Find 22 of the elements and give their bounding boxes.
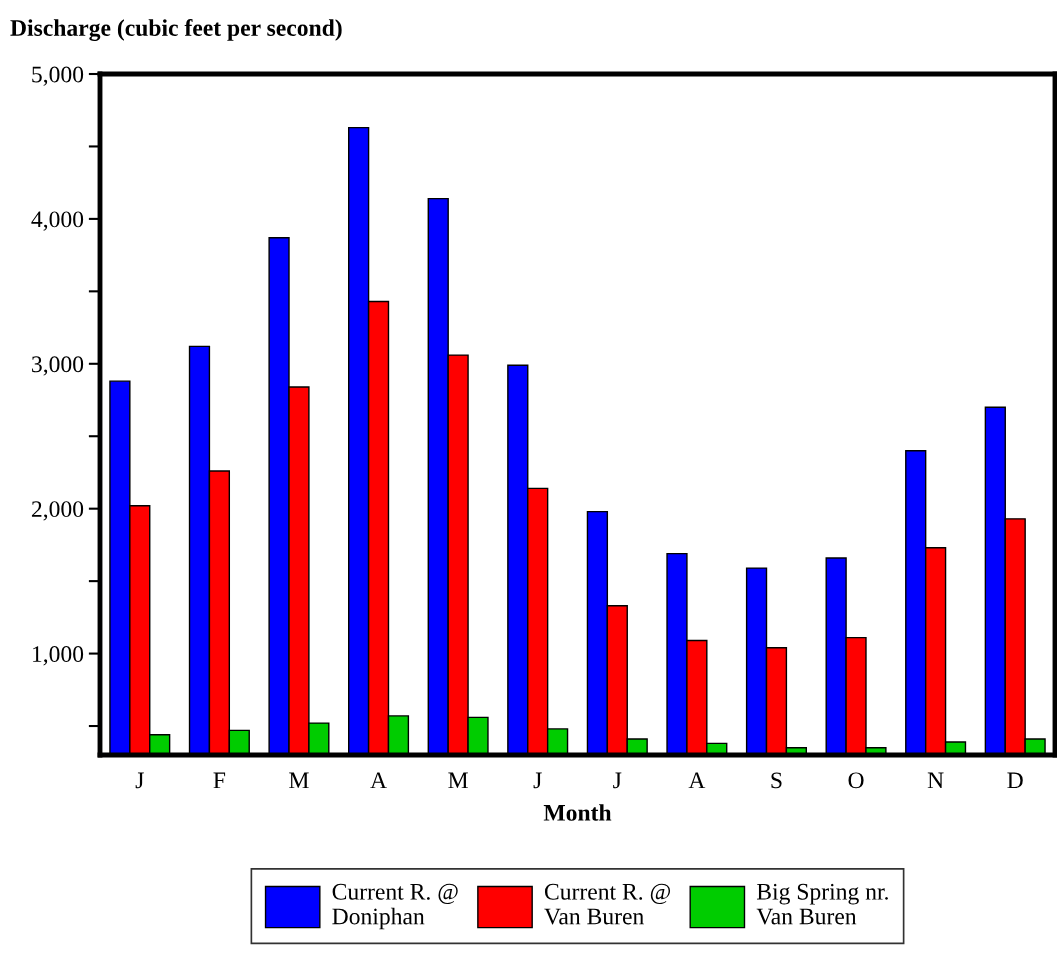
x-tick-label: J xyxy=(135,772,144,789)
y-tick-label: 2,000 xyxy=(31,501,84,521)
x-tick-label: N xyxy=(927,772,944,789)
y-tick-label: 5,000 xyxy=(32,66,84,86)
x-tick-label: S xyxy=(771,772,782,789)
x-tick-label: A xyxy=(688,772,706,789)
x-tick-label: D xyxy=(1007,772,1023,789)
x-tick-label: M xyxy=(448,772,468,789)
x-tick-label: J xyxy=(613,772,622,789)
y-tick-label: 1,000 xyxy=(32,646,84,666)
x-tick-label: A xyxy=(370,772,387,789)
y-tick-label: 3,000 xyxy=(32,356,84,376)
x-tick-label: F xyxy=(213,772,226,789)
legend-label: Current R. @ Doniphan xyxy=(332,883,458,930)
y-tick-label: 4,000 xyxy=(31,211,84,231)
legend-label: Big Spring nr. Van Buren xyxy=(756,883,888,925)
chart-title: Discharge (cubic feet per second) xyxy=(10,19,342,41)
legend-label: Current R. @ Van Buren xyxy=(544,883,671,925)
x-tick-label: O xyxy=(848,772,864,789)
x-axis-title: Month xyxy=(543,804,612,821)
x-tick-label: M xyxy=(289,772,309,789)
x-tick-label: J xyxy=(533,772,542,789)
